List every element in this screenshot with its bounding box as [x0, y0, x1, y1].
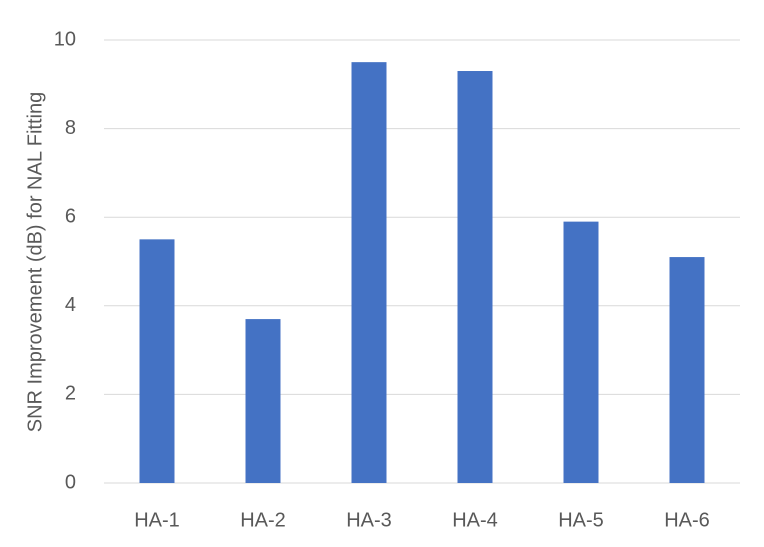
bar: [245, 319, 281, 483]
bar: [139, 239, 175, 483]
x-tick-label: HA-4: [452, 509, 498, 531]
x-tick-label: HA-1: [134, 509, 180, 531]
y-tick-label: 8: [65, 117, 76, 139]
x-tick-label: HA-3: [346, 509, 392, 531]
x-tick-label: HA-2: [240, 509, 286, 531]
y-tick-label: 2: [65, 383, 76, 405]
y-tick-label: 4: [65, 294, 76, 316]
bar: [457, 71, 493, 483]
x-tick-label: HA-6: [664, 509, 710, 531]
y-tick-label: 0: [65, 471, 76, 493]
bar: [351, 62, 387, 484]
y-tick-label: 10: [54, 28, 76, 50]
x-tick-label: HA-5: [558, 509, 604, 531]
y-tick-label: 6: [65, 205, 76, 227]
bar: [563, 221, 599, 483]
bar: [669, 257, 705, 483]
y-axis-label: SNR Improvement (dB) for NAL Fitting: [24, 92, 46, 432]
